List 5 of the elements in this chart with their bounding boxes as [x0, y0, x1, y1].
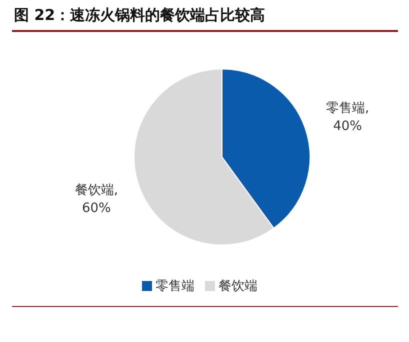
legend-label: 餐饮端 — [218, 279, 258, 294]
data-label: 餐饮端, 60% — [74, 182, 118, 216]
legend-label: 零售端 — [156, 279, 194, 294]
chart-title: 图 22：速冻火锅料的餐饮端占比较高 — [14, 6, 266, 25]
data-label: 零售端, 40% — [326, 101, 370, 134]
